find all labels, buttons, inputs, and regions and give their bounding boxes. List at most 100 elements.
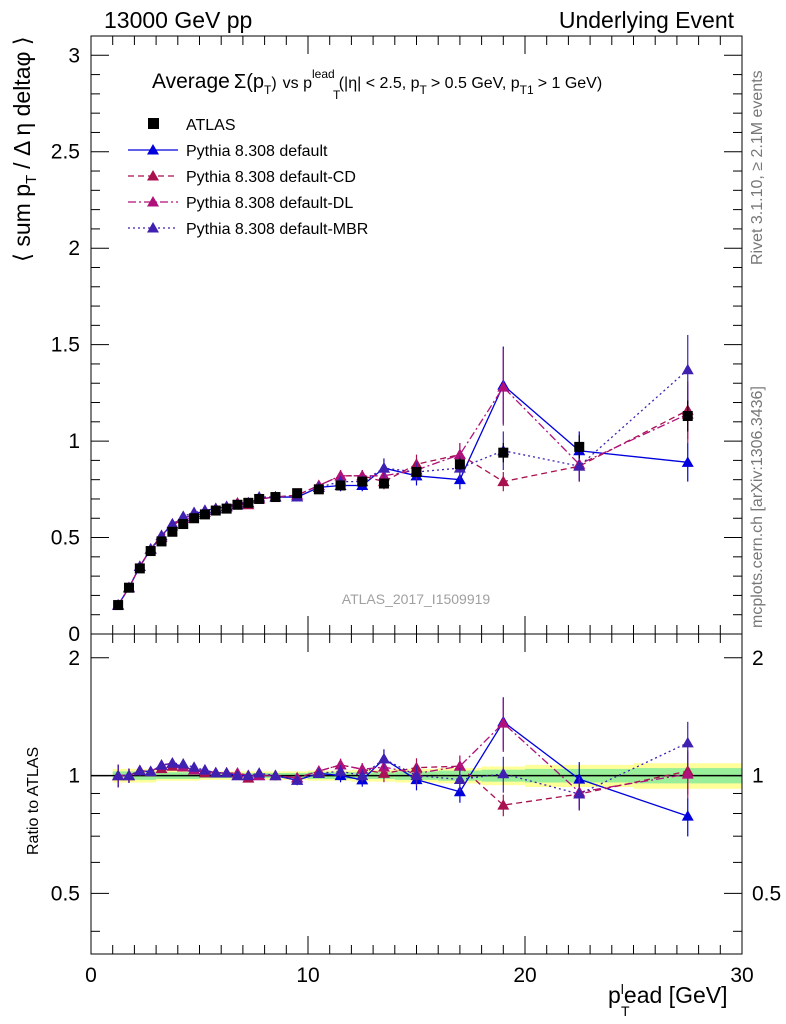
- data-point-atlas: [270, 492, 281, 503]
- legend-marker: [148, 118, 159, 129]
- y-axis-title-sub: T: [23, 175, 40, 184]
- plot-title-sigma: Σ(p: [234, 71, 264, 93]
- data-point-atlas: [254, 493, 265, 504]
- x-axis-title-part1: p: [608, 982, 621, 1008]
- ratio-point-mbr: [198, 764, 211, 775]
- ratio-frame: [90, 633, 743, 955]
- ratio-point-mbr: [112, 769, 125, 781]
- legend-label: Pythia 8.308 default-DL: [186, 195, 353, 212]
- data-point-mbr: [573, 460, 586, 471]
- y-tick-label: 2.5: [51, 141, 80, 164]
- data-point-atlas: [232, 499, 243, 510]
- ratio-point-mbr: [122, 769, 135, 781]
- series-line-default: [117, 384, 688, 606]
- main-axes: 0 0.5 1 1.5 2 2.5 3: [51, 35, 743, 646]
- plot-title-sigma-sub: T: [264, 83, 272, 97]
- ratio-point-dl: [334, 758, 347, 770]
- ratio-point-mbr: [220, 766, 233, 778]
- data-point-atlas: [199, 509, 210, 520]
- data-point-atlas: [156, 536, 167, 547]
- data-point-mbr: [166, 518, 179, 529]
- data-point-atlas: [357, 476, 368, 487]
- ratio-point-mbr: [166, 757, 179, 768]
- ratio-series-dl: [112, 698, 694, 809]
- x-axis-title-sup: l: [621, 981, 624, 997]
- data-point-mbr: [681, 363, 694, 375]
- ratio-point-mbr: [312, 767, 325, 778]
- data-point-atlas: [167, 526, 178, 537]
- ratio-axes: 0 10 20 30 0.5 0.5 1 1 2 2: [51, 634, 781, 987]
- plot-title-cuts-a: (|η| < 2.5, p: [339, 75, 420, 92]
- mcplots-label: mcplots.cern.ch [arXiv:1306.3436]: [749, 386, 766, 628]
- ratio-y-tick-label: 2: [68, 647, 80, 670]
- ratio-point-mbr: [453, 773, 466, 784]
- plot-title-cuts-c: > 1 GeV): [538, 75, 602, 92]
- legend-label: Pythia 8.308 default-MBR: [186, 221, 368, 238]
- data-point-dl: [334, 469, 347, 481]
- ratio-axis-title: Ratio to ATLAS: [25, 747, 42, 855]
- series-dl: [112, 348, 694, 610]
- ratio-point-dl: [453, 760, 466, 771]
- main-panel: 0 0.5 1 1.5 2 2.5 3: [51, 35, 743, 646]
- ratio-y-tick-label: 0.5: [51, 882, 80, 905]
- y-tick-label: 0: [68, 623, 80, 646]
- plot-title-vs-sub: T: [333, 88, 341, 102]
- data-point-atlas: [454, 459, 465, 470]
- ratio-point-dl: [356, 763, 369, 774]
- legend-entry-cd: Pythia 8.308 default-CD: [128, 169, 356, 186]
- ratio-point-mbr: [188, 761, 201, 772]
- data-point-atlas: [574, 441, 585, 452]
- legend-label: ATLAS: [186, 117, 236, 134]
- data-point-atlas: [113, 600, 124, 611]
- plot-title-cuts-sub-b: T1: [520, 83, 534, 97]
- header-right: Underlying Event: [559, 7, 735, 33]
- ratio-y-tick-label-right: 0.5: [752, 882, 781, 905]
- ratio-point-mbr: [155, 759, 168, 770]
- series-cd: [112, 381, 694, 610]
- legend-entry-atlas: ATLAS: [148, 117, 236, 134]
- plot-title-sigma-close: ): [271, 75, 276, 92]
- ratio-point-default: [681, 810, 694, 821]
- legend-marker: [147, 196, 159, 207]
- data-point-mbr: [377, 462, 390, 473]
- y-tick-label: 0.5: [51, 527, 80, 550]
- ratio-point-mbr: [177, 758, 190, 769]
- data-point-mbr: [177, 510, 190, 521]
- legend-marker: [147, 170, 159, 181]
- ratio-point-cd: [497, 799, 510, 810]
- data-point-atlas: [411, 466, 422, 477]
- data-point-atlas: [335, 480, 346, 491]
- data-point-cd: [497, 475, 510, 487]
- data-point-atlas: [189, 513, 200, 524]
- y-tick-label: 3: [68, 44, 80, 67]
- legend-marker: [147, 144, 159, 155]
- plot-title-cuts-b: > 0.5 GeV, p: [431, 75, 520, 92]
- ratio-point-mbr: [681, 736, 694, 748]
- ratio-point-mbr: [377, 752, 390, 764]
- ratio-point-dl: [681, 768, 694, 779]
- data-point-atlas: [145, 546, 156, 557]
- legend: ATLAS Pythia 8.308 default Pythia 8.308 de…: [128, 117, 368, 238]
- x-tick-label: 20: [513, 964, 536, 987]
- header-left: 13000 GeV pp: [104, 7, 252, 33]
- plot-title-cuts-sub-a: T: [420, 83, 428, 97]
- plot-title-vs: vs p: [283, 75, 312, 92]
- x-axis-title-part2: ead [GeV]: [624, 982, 728, 1008]
- ratio-point-mbr: [356, 769, 369, 781]
- ratio-point-mbr: [573, 788, 586, 799]
- legend-marker: [147, 222, 159, 233]
- x-tick-label: 0: [85, 964, 97, 987]
- y-axis-title: ⟨ sum pT / Δ η deltaφ ⟩: [9, 36, 40, 262]
- rivet-label: Rivet 3.1.10, ≥ 2.1M events: [749, 70, 766, 265]
- data-point-atlas: [134, 563, 145, 574]
- ratio-point-mbr: [133, 764, 146, 776]
- data-point-atlas: [123, 582, 134, 593]
- y-axis-title-part1: ⟨ sum p: [9, 184, 35, 262]
- ratio-data-layer: [112, 697, 694, 837]
- y-tick-label: 1.5: [51, 334, 80, 357]
- ratio-point-mbr: [253, 767, 266, 778]
- y-tick-label: 2: [68, 237, 80, 260]
- main-data-layer: [112, 335, 694, 611]
- analysis-watermark: ATLAS_2017_I1509919: [342, 591, 491, 607]
